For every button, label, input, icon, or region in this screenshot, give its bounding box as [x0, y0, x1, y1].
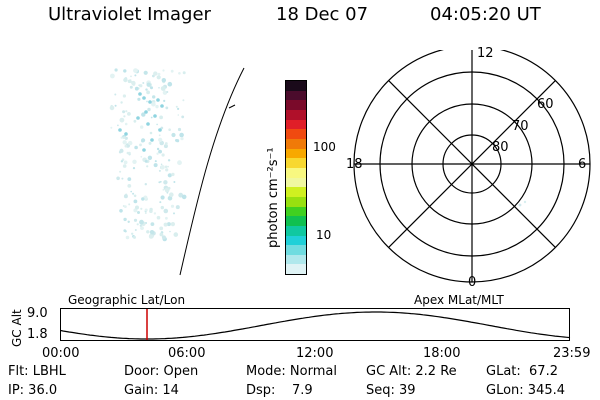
colorbar-segment — [286, 196, 306, 207]
timeline-xtick-1800: 18:00 — [423, 346, 461, 361]
polar-grid — [353, 50, 591, 283]
info-glon: GLon: 345.4 — [486, 383, 566, 398]
colorbar-segment — [286, 216, 306, 226]
date-label: 18 Dec 07 — [276, 4, 369, 25]
timeline-yaxis-label: GC Alt — [10, 309, 24, 347]
time-label: 04:05:20 UT — [430, 4, 541, 25]
colorbar-segment — [286, 90, 306, 101]
colorbar-segment — [286, 158, 306, 168]
colorbar-segment — [286, 254, 306, 265]
colorbar-segment — [286, 138, 306, 149]
polar-label-6: 6 — [578, 157, 587, 172]
polar-label-12: 12 — [477, 46, 494, 61]
timeline-xtick-2359: 23:59 — [553, 346, 591, 361]
colorbar-tick-10: 10 — [316, 228, 332, 242]
colorbar-tick-100: 100 — [313, 140, 336, 154]
info-mode: Mode: Normal — [246, 364, 337, 379]
info-dsp: Dsp: 7.9 — [246, 383, 313, 398]
timeline-left-title: Geographic Lat/Lon — [68, 293, 186, 307]
instrument-title: Ultraviolet Imager — [48, 4, 211, 25]
limb-tick — [228, 104, 236, 109]
colorbar — [285, 80, 307, 275]
colorbar-segment — [286, 148, 306, 159]
polar-diagonal-2 — [388, 80, 556, 248]
info-door: Door: Open — [124, 364, 199, 379]
info-gcalt: GC Alt: 2.2 Re — [366, 364, 457, 379]
limb-curve — [179, 67, 245, 276]
timeline-right-title: Apex MLat/MLT — [414, 293, 504, 307]
colorbar-segment — [286, 167, 306, 178]
colorbar-segment — [286, 187, 306, 197]
polar-label-18: 18 — [346, 157, 363, 172]
info-ip: IP: 36.0 — [8, 383, 58, 398]
polar-label-80: 80 — [492, 140, 509, 155]
colorbar-segment — [286, 81, 306, 91]
colorbar-segment — [286, 245, 306, 255]
timeline-xtick-1200: 12:00 — [296, 346, 334, 361]
colorbar-segment — [286, 129, 306, 139]
info-glat: GLat: 67.2 — [486, 364, 558, 379]
altitude-curve — [60, 311, 571, 340]
info-flt: Flt: LBHL — [8, 364, 66, 379]
timeline-xtick-0000: 00:00 — [42, 346, 80, 361]
timeline-plot — [60, 308, 571, 341]
colorbar-segment — [286, 206, 306, 217]
info-gain: Gain: 14 — [124, 383, 179, 398]
image-panel — [109, 67, 245, 276]
polar-label-60: 60 — [537, 97, 554, 112]
colorbar-segment — [286, 100, 306, 110]
colorbar-segment — [286, 264, 306, 275]
timeline-ytick-bottom: 1.8 — [27, 327, 48, 342]
timeline-ytick-top: 9.0 — [27, 306, 48, 321]
colorbar-segment — [286, 225, 306, 236]
polar-label-70: 70 — [512, 119, 529, 134]
colorbar-segment — [286, 235, 306, 246]
info-seq: Seq: 39 — [366, 383, 416, 398]
colorbar-segment — [286, 109, 306, 120]
colorbar-segment — [286, 119, 306, 130]
colorbar-label: photon cm⁻²s⁻¹ — [266, 147, 281, 248]
polar-label-0: 0 — [468, 275, 477, 290]
auroral-emission-speckles — [109, 68, 187, 242]
timeline-xtick-0600: 06:00 — [168, 346, 206, 361]
colorbar-segment — [286, 177, 306, 188]
